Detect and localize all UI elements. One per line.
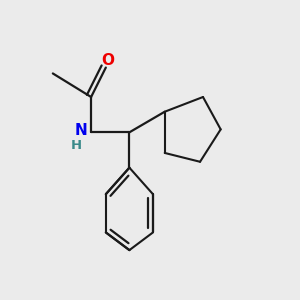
Text: O: O — [101, 53, 114, 68]
Text: N: N — [74, 123, 87, 138]
Text: H: H — [71, 139, 82, 152]
